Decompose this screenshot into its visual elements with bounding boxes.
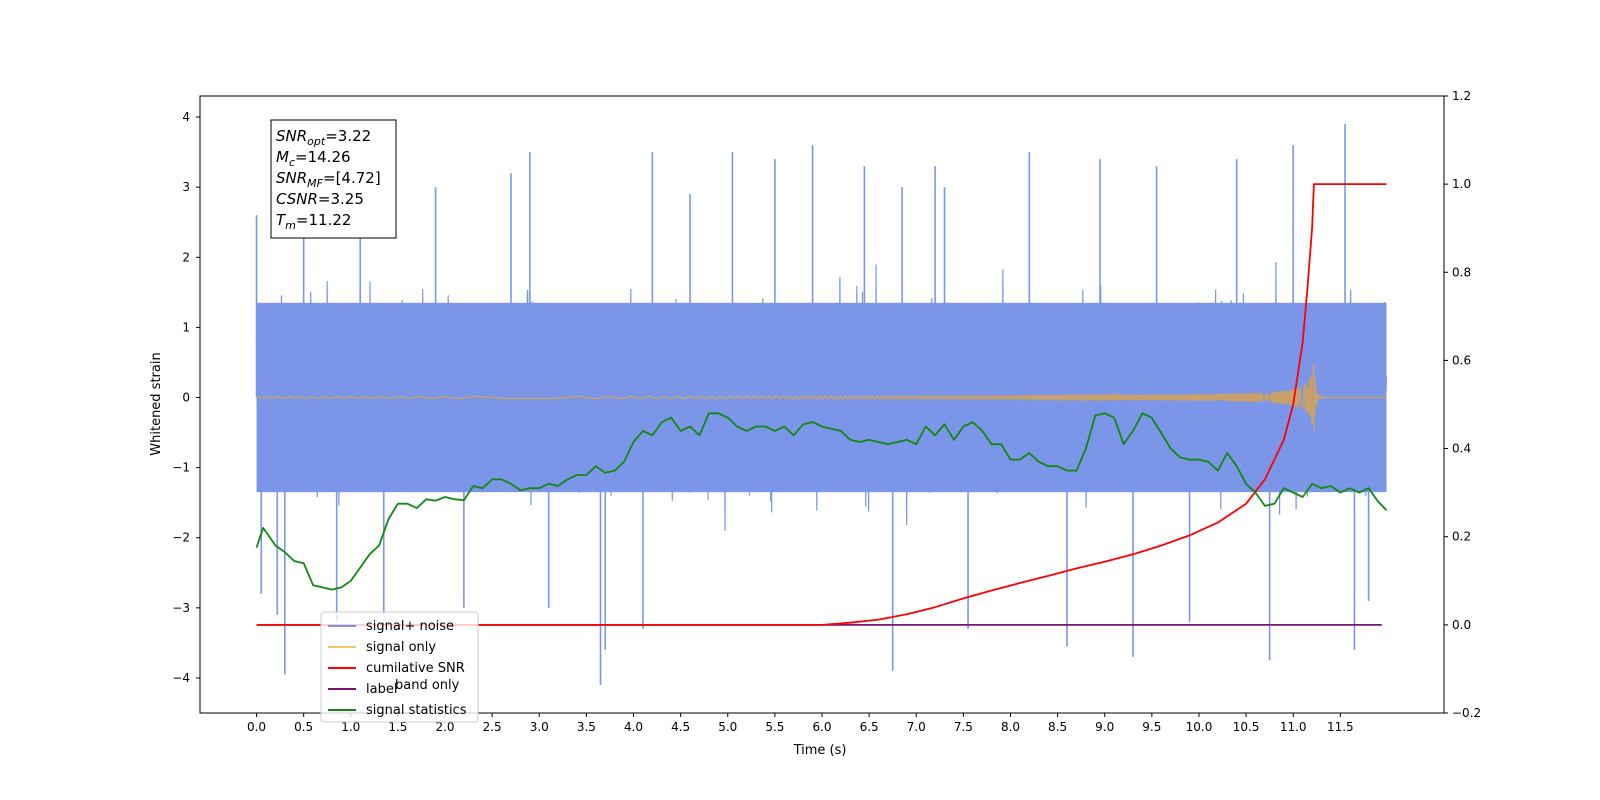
x-tick-label: 6.0 (812, 720, 831, 734)
x-tick-label: 1.5 (388, 720, 407, 734)
x-tick-label: 10.5 (1233, 720, 1260, 734)
x-tick-label: 5.5 (765, 720, 784, 734)
y-left-tick-label: −4 (172, 671, 190, 685)
x-tick-label: 7.5 (954, 720, 973, 734)
legend-label: cumilative SNR (366, 661, 465, 676)
x-tick-label: 0.0 (247, 720, 266, 734)
x-tick-label: 8.0 (1001, 720, 1020, 734)
y-right-tick-label: 0.0 (1452, 618, 1471, 632)
annotation-frame (270, 119, 397, 239)
y-axis-left: 4 3 2 1 0 −1 −2 −3 −4 (172, 110, 200, 685)
x-tick-label: 5.0 (718, 720, 737, 734)
x-tick-label: 11.5 (1327, 720, 1354, 734)
y-axis-right: 1.2 1.0 0.8 0.6 0.4 0.2 0.0 −0.2 (1444, 89, 1481, 720)
legend-frame (320, 611, 479, 723)
signal-trace (256, 362, 1387, 431)
y-right-tick-label: 0.2 (1452, 530, 1471, 544)
x-tick-label: 7.0 (907, 720, 926, 734)
annotation-line: Mc=14.26 (276, 148, 351, 169)
y-left-tick-label: 4 (182, 110, 190, 124)
annotation-line: CSNR=3.25 (276, 190, 364, 208)
y-left-tick-label: 0 (182, 390, 190, 404)
x-tick-label: 9.5 (1142, 720, 1161, 734)
legend-label: signal only (366, 640, 436, 655)
y-left-tick-label: −3 (172, 601, 190, 615)
x-axis: 0.0 0.5 1.0 1.5 2.0 2.5 3.0 3.5 4.0 4.5 5.0 5.5 6.0 6… (247, 713, 1354, 734)
x-tick-label: 3.5 (577, 720, 596, 734)
y-right-tick-label: 0.6 (1452, 353, 1471, 367)
y-right-tick-label: −0.2 (1452, 706, 1481, 720)
series-signal-only (256, 362, 1387, 431)
legend: band only signal+ noise signal only cumila… (320, 611, 479, 723)
x-tick-label: 6.5 (860, 720, 879, 734)
annotation-line: SNRMF=[4.72] (276, 169, 381, 190)
x-axis-label: Time (s) (793, 743, 847, 758)
y-left-tick-label: −1 (172, 461, 190, 475)
x-tick-label: 2.5 (483, 720, 502, 734)
x-tick-label: 1.0 (341, 720, 360, 734)
y-right-tick-label: 1.2 (1452, 89, 1471, 103)
x-tick-label: 8.5 (1048, 720, 1067, 734)
legend-label: signal statistics (366, 703, 467, 718)
legend-label: label (366, 682, 397, 697)
annotation-box: SNRopt=3.22Mc=14.26SNRMF=[4.72]CSNR=3.25… (270, 119, 397, 239)
y-axis-label: Whitened strain (149, 352, 164, 455)
y-right-tick-label: 1.0 (1452, 177, 1471, 191)
y-right-tick-label: 0.4 (1452, 442, 1471, 456)
x-tick-label: 0.5 (294, 720, 313, 734)
y-left-tick-label: −2 (172, 531, 190, 545)
x-tick-label: 11.0 (1280, 720, 1307, 734)
y-right-tick-label: 0.8 (1452, 265, 1471, 279)
y-left-tick-label: 1 (182, 320, 190, 334)
x-tick-label: 3.0 (530, 720, 549, 734)
series-signal-statistics (255, 412, 1388, 591)
x-tick-label: 4.0 (624, 720, 643, 734)
x-tick-label: 9.0 (1095, 720, 1114, 734)
legend-ghost-text: band only (395, 678, 460, 693)
legend-label: signal+ noise (366, 619, 454, 634)
x-tick-label: 2.0 (435, 720, 454, 734)
annotation-line: SNRopt=3.22 (276, 127, 371, 148)
x-tick-label: 10.0 (1186, 720, 1213, 734)
series-cumilative-snr (256, 183, 1387, 626)
annotation-line: Tm=11.22 (276, 211, 351, 232)
x-tick-label: 4.5 (671, 720, 690, 734)
y-left-tick-label: 3 (182, 180, 190, 194)
y-left-tick-label: 2 (182, 250, 190, 264)
